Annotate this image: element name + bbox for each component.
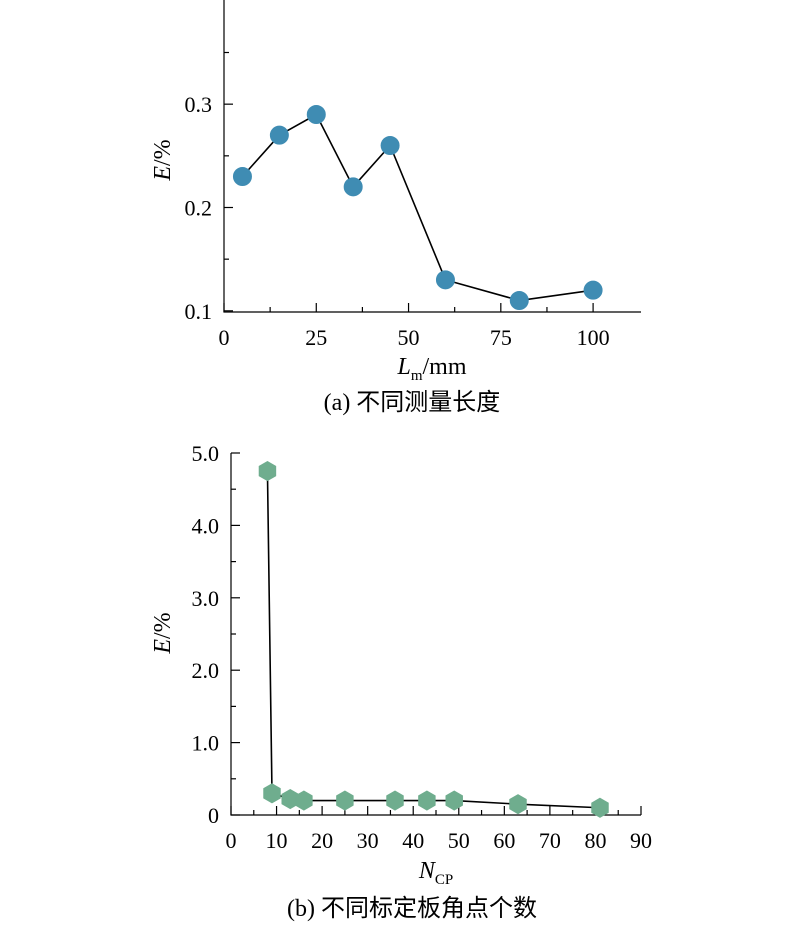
chart-a-x-tick-label: 75 xyxy=(490,325,512,350)
chart-a-data-point xyxy=(306,105,326,124)
chart-b-x-tick-label: 70 xyxy=(539,828,561,853)
chart-b: 0 10 20 30 40 50 60 70 80 90 0 1.0 2.0 3.0 4.0 5.0 E/%… xyxy=(150,441,652,922)
chart-a-data-point xyxy=(343,177,363,197)
chart-b-series xyxy=(258,461,609,818)
chart-a-axes xyxy=(223,0,641,313)
chart-b-y-tick-label: 0 xyxy=(208,803,219,828)
chart-a-y-axis: 0.1 0.2 0.3 xyxy=(185,51,233,324)
chart-b-x-tick-label: 60 xyxy=(493,828,515,853)
chart-b-data-point xyxy=(445,790,463,811)
chart-a-y-axis-title: E/% xyxy=(150,139,176,181)
chart-a-data-point xyxy=(435,270,455,290)
chart-b-x-tick-label: 80 xyxy=(584,828,606,853)
chart-b-data-point xyxy=(263,783,281,804)
chart-b-x-tick-label: 50 xyxy=(448,828,470,853)
chart-a-data-point xyxy=(509,291,529,310)
chart-b-x-tick-label: 20 xyxy=(311,828,333,853)
chart-a-series xyxy=(232,105,603,310)
chart-b-x-tick-label: 90 xyxy=(630,828,652,853)
chart-a: 0 25 50 75 100 0.1 0.2 0.3 E/% Lm/mm (a) 不同测量长… xyxy=(150,0,641,416)
chart-b-data-point xyxy=(336,790,354,811)
chart-b-x-tick-label: 40 xyxy=(402,828,424,853)
chart-b-data-point xyxy=(386,790,404,811)
chart-b-y-tick-label: 1.0 xyxy=(192,731,220,756)
chart-b-series-line xyxy=(266,471,601,809)
chart-b-y-axis-title: E/% xyxy=(150,612,176,654)
chart-a-data-point xyxy=(269,125,289,145)
chart-a-data-point xyxy=(232,167,252,186)
chart-b-y-tick-label: 5.0 xyxy=(192,441,220,466)
chart-b-data-point xyxy=(258,461,277,482)
chart-a-data-point xyxy=(380,136,400,155)
chart-b-x-tick-label: 10 xyxy=(266,828,288,853)
chart-a-data-point xyxy=(583,280,603,300)
chart-a-y-tick-label: 0.2 xyxy=(185,196,213,221)
chart-b-data-point xyxy=(509,794,527,815)
chart-b-data-point xyxy=(295,790,313,811)
chart-a-x-axis-title: Lm/mm xyxy=(396,354,466,384)
chart-b-x-tick-label: 0 xyxy=(226,828,237,853)
chart-b-data-point xyxy=(418,790,436,811)
chart-a-y-tick-label: 0.1 xyxy=(185,299,213,324)
chart-b-data-point xyxy=(591,797,609,818)
chart-a-x-tick-label: 50 xyxy=(398,325,420,350)
chart-a-x-tick-label: 25 xyxy=(305,325,327,350)
chart-b-axes xyxy=(230,453,641,816)
chart-b-x-tick-label: 30 xyxy=(357,828,379,853)
chart-b-caption: (b) 不同标定板角点个数 xyxy=(287,895,537,922)
chart-b-y-axis: 0 1.0 2.0 3.0 4.0 5.0 xyxy=(192,441,240,828)
chart-b-y-tick-label: 4.0 xyxy=(192,513,220,538)
chart-a-x-axis: 0 25 50 75 100 xyxy=(219,303,610,350)
chart-b-y-tick-label: 3.0 xyxy=(192,586,220,611)
chart-a-series-line xyxy=(241,113,594,302)
chart-a-x-tick-label: 0 xyxy=(219,325,230,350)
chart-a-y-tick-label: 0.3 xyxy=(185,92,213,117)
chart-b-x-axis: 0 10 20 30 40 50 60 70 80 90 xyxy=(226,806,652,853)
chart-a-caption: (a) 不同测量长度 xyxy=(324,389,501,416)
chart-b-y-tick-label: 2.0 xyxy=(192,658,220,683)
chart-b-x-axis-title: NCP xyxy=(418,858,453,888)
chart-a-x-tick-label: 100 xyxy=(577,325,610,350)
